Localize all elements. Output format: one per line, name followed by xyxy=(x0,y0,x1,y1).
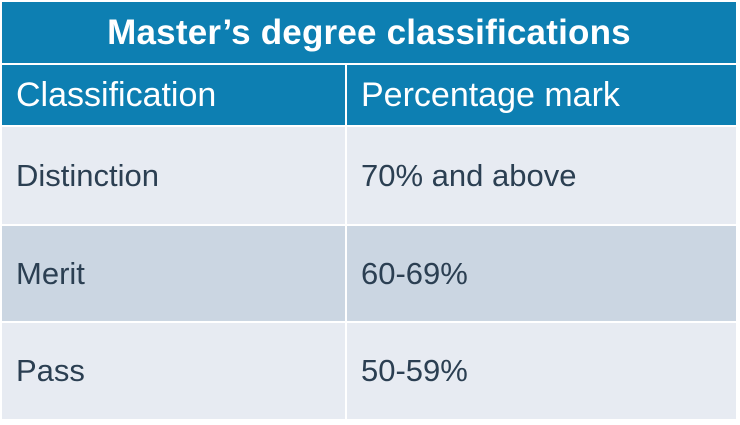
percentage-mark-cell: 70% and above xyxy=(347,127,736,224)
column-header-percentage-mark: Percentage mark xyxy=(347,65,736,125)
table-header-row: Classification Percentage mark xyxy=(2,65,736,125)
percentage-mark-cell: 50-59% xyxy=(347,323,736,419)
table-row: Pass 50-59% xyxy=(2,323,736,419)
table-title: Master’s degree classifications xyxy=(2,2,736,63)
classification-cell: Distinction xyxy=(2,127,345,224)
classification-cell: Pass xyxy=(2,323,345,419)
table-row: Distinction 70% and above xyxy=(2,127,736,224)
table-row: Merit 60-69% xyxy=(2,226,736,321)
column-header-classification: Classification xyxy=(2,65,345,125)
classification-cell: Merit xyxy=(2,226,345,321)
percentage-mark-cell: 60-69% xyxy=(347,226,736,321)
